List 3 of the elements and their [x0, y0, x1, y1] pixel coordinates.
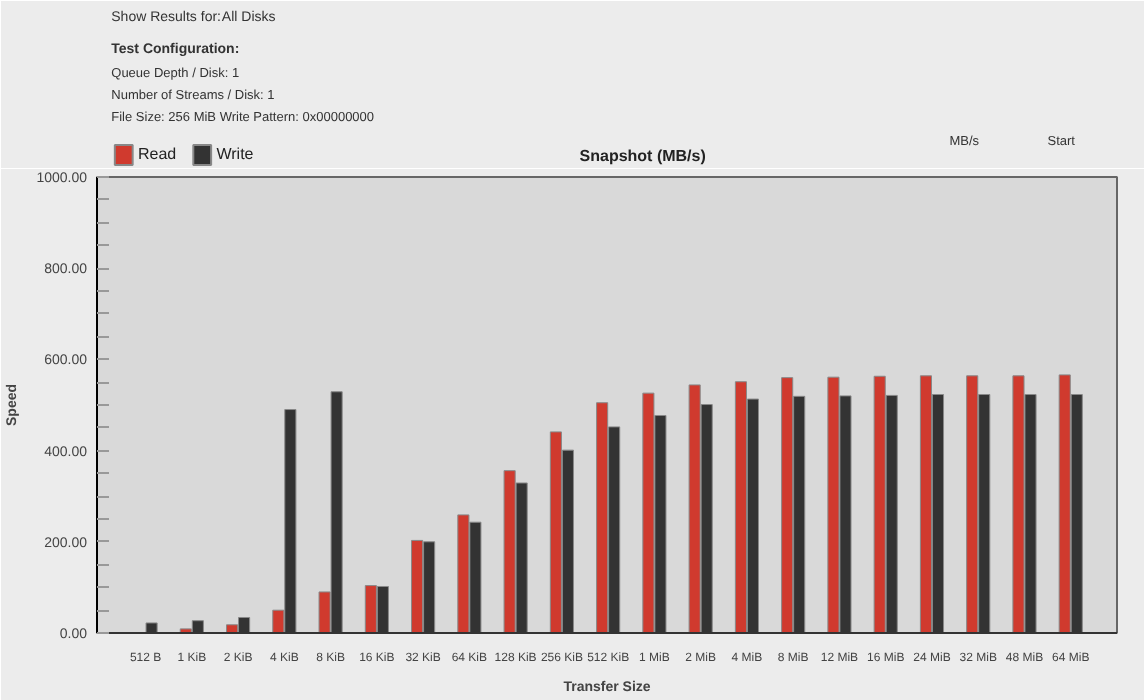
legend-label: Write	[216, 145, 255, 163]
legend-label: Read	[138, 145, 177, 163]
chart-title: Snapshot (MB/s)	[579, 147, 707, 165]
